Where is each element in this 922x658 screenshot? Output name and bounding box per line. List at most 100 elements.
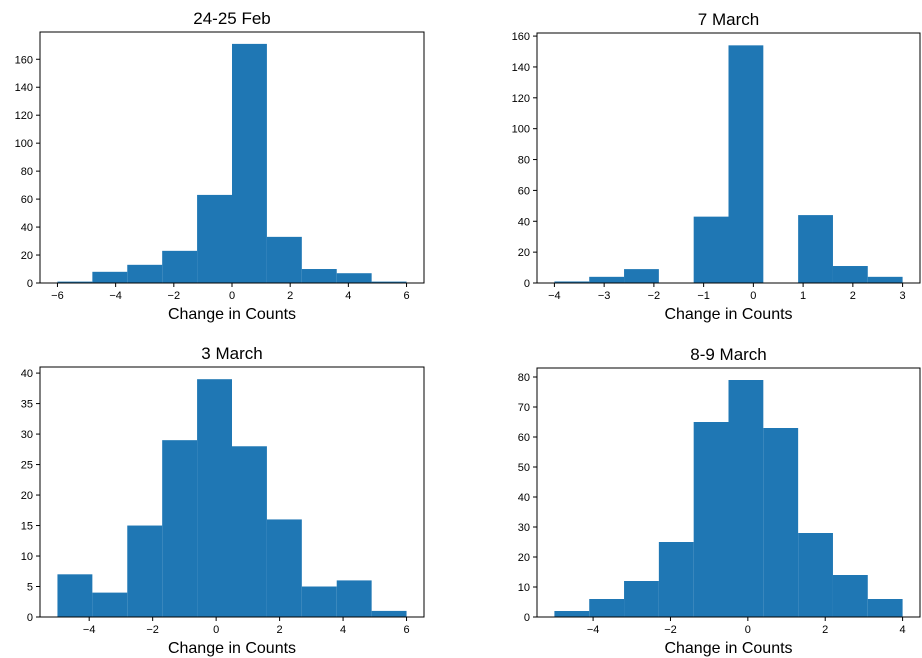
x-axis-label: Change in Counts: [664, 306, 792, 323]
histogram-bar: [693, 422, 729, 617]
y-tick-label: 50: [518, 462, 530, 474]
histogram-bar: [232, 43, 267, 283]
histogram-bar: [371, 281, 407, 283]
y-tick-label: 120: [15, 110, 33, 122]
histogram-bar: [589, 276, 625, 283]
x-tick-label: −4: [83, 624, 96, 636]
histogram-bar: [57, 281, 93, 283]
x-axis-label: Change in Counts: [168, 306, 296, 323]
histogram-bar: [624, 269, 659, 283]
x-tick-label: 6: [403, 290, 409, 302]
x-tick-label: 0: [745, 624, 751, 636]
x-tick-label: −4: [109, 290, 122, 302]
histogram-bar: [162, 250, 198, 283]
x-axis-label: Change in Counts: [664, 640, 792, 657]
y-tick-label: 70: [518, 402, 530, 414]
histogram-bar: [624, 581, 659, 617]
y-tick-label: 80: [518, 372, 530, 384]
x-tick-label: 2: [850, 290, 856, 302]
y-tick-label: 40: [518, 216, 530, 228]
histogram-bar: [266, 519, 302, 617]
histogram-bar: [371, 610, 407, 617]
histogram-bar: [127, 525, 163, 617]
x-tick-label: 2: [287, 290, 293, 302]
y-tick-label: 20: [21, 490, 33, 502]
y-tick-label: 100: [15, 138, 33, 150]
y-tick-label: 140: [512, 62, 530, 74]
x-tick-label: −2: [146, 624, 159, 636]
y-tick-label: 40: [21, 222, 33, 234]
x-tick-label: 2: [277, 624, 283, 636]
x-tick-label: −6: [51, 290, 64, 302]
histogram-bar: [301, 586, 337, 617]
chart-title: 3 March: [201, 344, 262, 363]
histogram-bar: [92, 271, 128, 283]
x-tick-label: −2: [168, 290, 181, 302]
histogram-bar: [798, 533, 833, 617]
histogram-bar: [763, 428, 799, 617]
histogram-bar: [162, 440, 198, 617]
y-tick-label: 40: [21, 368, 33, 380]
x-tick-label: 4: [900, 624, 906, 636]
histogram-bar: [301, 269, 337, 283]
y-tick-label: 60: [518, 432, 530, 444]
y-tick-label: 60: [21, 194, 33, 206]
y-tick-label: 80: [518, 155, 530, 167]
histogram-bar: [336, 580, 372, 617]
y-tick-label: 0: [27, 278, 33, 290]
y-tick-label: 35: [21, 399, 33, 411]
y-tick-label: 80: [21, 166, 33, 178]
histogram-bar: [728, 45, 764, 283]
histogram-bar: [197, 194, 232, 283]
x-tick-label: 2: [822, 624, 828, 636]
histogram-bar: [554, 611, 590, 617]
y-tick-label: 30: [21, 429, 33, 441]
histogram-bar: [57, 574, 93, 617]
histogram-bar: [92, 592, 128, 617]
histogram-bar: [266, 236, 302, 283]
y-tick-label: 5: [27, 582, 33, 594]
histogram-bar: [232, 446, 267, 617]
histogram-bar: [658, 542, 694, 617]
y-tick-label: 160: [512, 31, 530, 43]
x-tick-label: −2: [648, 290, 661, 302]
y-tick-label: 120: [512, 93, 530, 105]
y-tick-label: 160: [15, 54, 33, 66]
histogram-bar: [798, 215, 833, 283]
y-tick-label: 40: [518, 492, 530, 504]
chart-panel-march-3: −4 −2 0 2 4 6 0 5 10 15 20 25 30 35 40 3 March Change in…: [21, 344, 425, 657]
y-tick-label: 30: [518, 522, 530, 534]
x-tick-label: 0: [750, 290, 756, 302]
chart-title: 7 March: [698, 10, 759, 29]
chart-title: 24-25 Feb: [193, 9, 271, 28]
histogram-bar: [197, 379, 232, 617]
y-tick-label: 20: [21, 250, 33, 262]
y-tick-label: 0: [524, 612, 530, 624]
y-tick-label: 20: [518, 552, 530, 564]
chart-title: 8-9 March: [690, 345, 767, 364]
y-tick-label: 25: [21, 460, 33, 472]
x-tick-label: −3: [598, 290, 611, 302]
histogram-bar: [867, 276, 903, 283]
x-tick-label: 4: [340, 624, 346, 636]
histogram-bar: [832, 575, 868, 617]
x-tick-label: −4: [587, 624, 600, 636]
histogram-bar: [554, 281, 590, 283]
y-tick-label: 100: [512, 124, 530, 136]
y-tick-label: 10: [518, 582, 530, 594]
axes-frame: [536, 32, 921, 284]
histogram-bar: [336, 273, 372, 283]
histogram-bar: [127, 264, 163, 283]
y-tick-label: 20: [518, 247, 530, 259]
x-tick-label: 4: [345, 290, 351, 302]
x-axis-label: Change in Counts: [168, 640, 296, 657]
histogram-bar: [589, 599, 625, 617]
histogram-bar: [867, 599, 903, 617]
x-tick-label: 0: [229, 290, 235, 302]
axes-frame: [39, 366, 425, 618]
x-tick-label: 0: [213, 624, 219, 636]
y-tick-label: 10: [21, 551, 33, 563]
x-tick-label: 3: [900, 290, 906, 302]
histogram-bar: [728, 380, 764, 617]
